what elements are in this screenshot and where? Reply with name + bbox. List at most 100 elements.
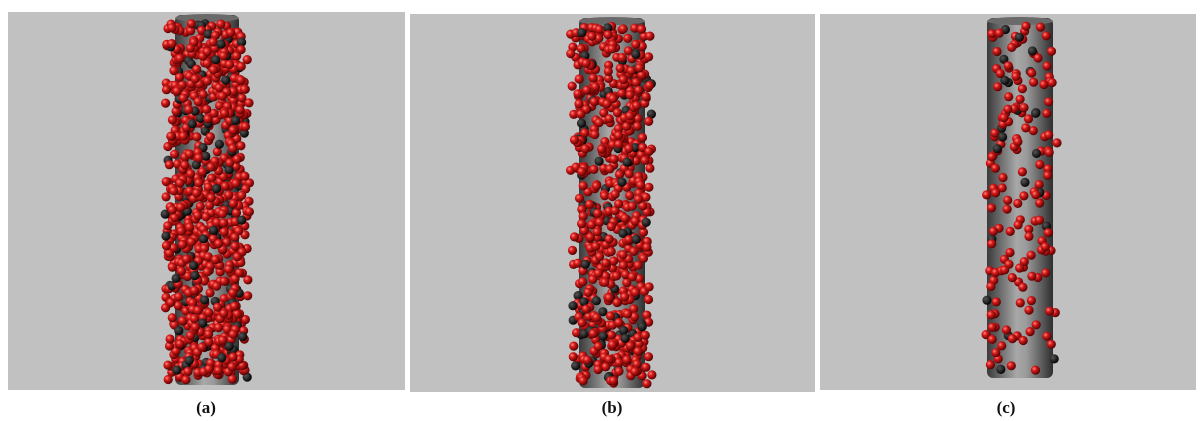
particle bbox=[189, 261, 198, 270]
particle bbox=[584, 288, 593, 297]
particle bbox=[187, 237, 196, 246]
particle bbox=[190, 314, 199, 323]
particle bbox=[186, 44, 195, 53]
particle bbox=[188, 119, 197, 128]
particle bbox=[175, 54, 184, 63]
particle bbox=[186, 169, 195, 178]
particle bbox=[162, 192, 171, 201]
particle bbox=[578, 277, 587, 286]
particle bbox=[632, 78, 641, 87]
particle bbox=[623, 34, 632, 43]
particle bbox=[578, 318, 587, 327]
particle bbox=[241, 122, 250, 131]
particle bbox=[577, 28, 586, 37]
particle bbox=[623, 309, 632, 318]
particle bbox=[207, 174, 216, 183]
particle bbox=[1035, 198, 1044, 207]
particle bbox=[574, 99, 583, 108]
particle bbox=[620, 292, 629, 301]
particle bbox=[992, 297, 1001, 306]
particle bbox=[579, 212, 588, 221]
particle bbox=[647, 370, 656, 379]
particle bbox=[577, 119, 586, 128]
particle bbox=[1044, 228, 1053, 237]
particle bbox=[1013, 199, 1022, 208]
panel-label: (c) bbox=[997, 398, 1016, 417]
particle bbox=[203, 77, 212, 86]
particle bbox=[1042, 332, 1051, 341]
particle bbox=[228, 352, 237, 361]
particle bbox=[991, 188, 1000, 197]
particle bbox=[988, 152, 997, 161]
particle bbox=[612, 271, 621, 280]
particle bbox=[582, 305, 591, 314]
particle bbox=[204, 364, 213, 373]
particle bbox=[605, 164, 614, 173]
particle bbox=[644, 117, 653, 126]
particle bbox=[236, 105, 245, 114]
particle bbox=[1013, 137, 1022, 146]
particle bbox=[1011, 72, 1020, 81]
particle bbox=[618, 53, 627, 62]
particle bbox=[174, 326, 183, 335]
particle bbox=[1003, 205, 1012, 214]
particle bbox=[998, 173, 1007, 182]
particle bbox=[639, 254, 648, 263]
particle bbox=[999, 113, 1008, 122]
particle bbox=[209, 37, 218, 46]
particle bbox=[220, 109, 229, 118]
particle bbox=[1015, 33, 1024, 42]
particle bbox=[595, 25, 604, 34]
particle bbox=[1032, 149, 1041, 158]
particle bbox=[168, 263, 177, 272]
particle bbox=[225, 60, 234, 69]
particle bbox=[174, 292, 183, 301]
particle bbox=[645, 282, 654, 291]
particle bbox=[183, 367, 192, 376]
particle bbox=[638, 322, 647, 331]
particle bbox=[194, 178, 203, 187]
particle bbox=[164, 375, 173, 384]
particle bbox=[191, 322, 200, 331]
particle bbox=[187, 19, 196, 28]
particle bbox=[1003, 105, 1012, 114]
particle bbox=[233, 252, 242, 261]
particle bbox=[634, 195, 643, 204]
particle bbox=[582, 59, 591, 68]
particle bbox=[642, 379, 651, 388]
particle bbox=[1019, 191, 1028, 200]
particle bbox=[987, 203, 996, 212]
particle bbox=[982, 190, 991, 199]
particle bbox=[179, 132, 188, 141]
particle bbox=[169, 186, 178, 195]
particle bbox=[221, 76, 230, 85]
particle bbox=[201, 212, 210, 221]
particle bbox=[190, 271, 199, 280]
particle bbox=[631, 40, 640, 49]
particle bbox=[575, 194, 584, 203]
particle bbox=[231, 179, 240, 188]
particle bbox=[175, 339, 184, 348]
particle bbox=[579, 376, 588, 385]
particle bbox=[644, 147, 653, 156]
particle bbox=[199, 234, 208, 243]
particle bbox=[607, 247, 616, 256]
particle bbox=[613, 298, 622, 307]
particle bbox=[167, 39, 176, 48]
particle bbox=[625, 169, 634, 178]
particle bbox=[566, 49, 575, 58]
particle bbox=[217, 40, 226, 49]
particle bbox=[190, 286, 199, 295]
particle bbox=[237, 45, 246, 54]
particle bbox=[1041, 242, 1050, 251]
particle bbox=[231, 116, 240, 125]
particle bbox=[240, 85, 249, 94]
particle bbox=[218, 209, 227, 218]
particle bbox=[592, 313, 601, 322]
particle bbox=[161, 99, 170, 108]
particle bbox=[600, 278, 609, 287]
particle bbox=[618, 250, 627, 259]
particle bbox=[212, 282, 221, 291]
particle bbox=[568, 82, 577, 91]
particle bbox=[619, 326, 628, 335]
